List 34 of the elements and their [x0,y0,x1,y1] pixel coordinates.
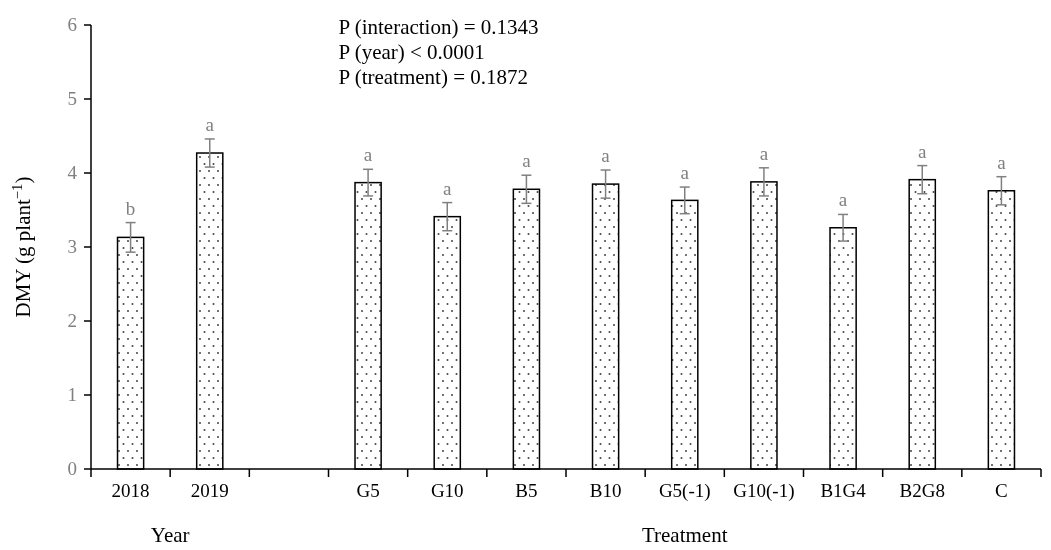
annotation: P (treatment) = 0.1872 [338,65,529,89]
data-label: a [997,151,1007,173]
annotation: P (year) < 0.0001 [338,40,485,64]
data-label: a [680,162,690,184]
x-tick-label: G5 [356,480,380,501]
x-tick-label: B1G4 [820,480,867,501]
data-label: a [838,189,848,211]
y-tick-label: 3 [67,236,77,257]
data-label: a [363,144,373,166]
text: Treatment [641,523,728,547]
data-label: b [125,197,136,219]
y-tick-label: 0 [67,458,77,479]
data-label: a [522,150,532,172]
x-tick-label: B5 [515,480,538,501]
y-tick-label: 5 [67,88,77,109]
x-tick-label: G10 [430,480,464,501]
annotation: P (interaction) = 0.1343 [338,15,539,39]
x-tick-label: 2018 [111,480,150,501]
y-tick-label: 6 [67,14,77,35]
data-label: a [918,140,928,162]
x-tick-label: 2019 [190,480,229,501]
text: Year [150,523,190,547]
y-tick-label: 1 [67,384,77,405]
x-tick-label: G5(-1) [658,480,711,502]
data-label: a [759,142,769,164]
y-tick-label: 4 [67,162,78,183]
x-tick-label: C [995,480,1008,501]
x-tick-label: B2G8 [899,480,945,501]
x-tick-label: B10 [589,480,622,501]
data-label: a [205,113,215,135]
data-label: a [443,177,453,199]
y-tick-label: 2 [67,310,77,331]
x-tick-label: G10(-1) [733,480,795,502]
data-label: a [601,145,611,167]
